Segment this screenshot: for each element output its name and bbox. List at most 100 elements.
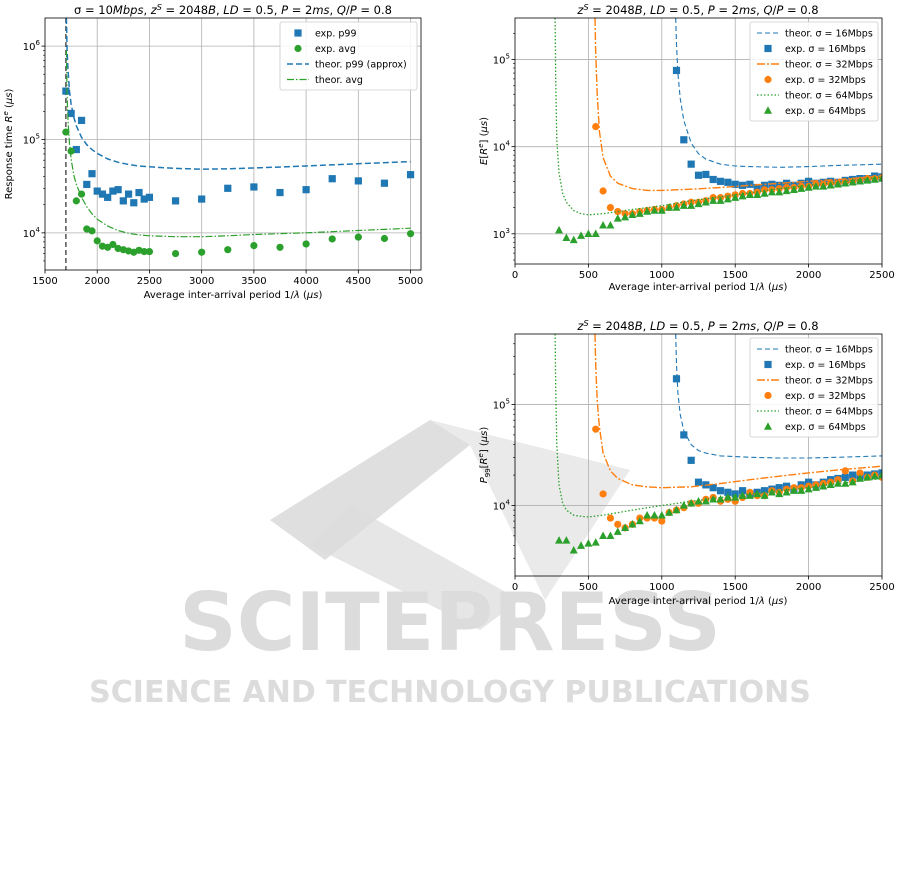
data-point (606, 514, 615, 522)
series-1 (62, 128, 415, 258)
x-tick-label: 1000 (649, 270, 674, 281)
data-point (687, 201, 696, 209)
data-point (62, 87, 70, 95)
data-point (224, 184, 232, 192)
data-point (775, 484, 783, 492)
data-point (606, 203, 615, 212)
chart-title: zS = 2048B, LD = 0.5, P = 2ms, Q/P = 0.8 (576, 319, 818, 333)
data-point (650, 206, 659, 214)
legend-swatch (294, 29, 302, 37)
series-3 (592, 123, 882, 218)
x-tick-label: 2500 (137, 276, 162, 287)
legend-swatch (764, 360, 772, 369)
x-axis-label: Average inter-arrival period 1/λ (μs) (609, 596, 788, 607)
data-point (805, 177, 813, 185)
data-point (731, 193, 740, 201)
plot-frame (514, 17, 883, 265)
data-point (731, 493, 740, 501)
data-point (613, 214, 622, 222)
series-5 (555, 470, 882, 554)
legend-label: exp. σ = 64Mbps (785, 106, 866, 117)
data-point (797, 486, 806, 494)
top-right-chart: zS = 2048B, LD = 0.5, P = 2ms, Q/P = 0.8… (477, 3, 895, 293)
data-point (826, 181, 835, 189)
legend-box (279, 21, 418, 91)
data-point (104, 193, 112, 201)
data-point (833, 179, 842, 188)
y-tick-label: 105 (493, 53, 510, 67)
data-point (380, 234, 389, 243)
data-point (171, 249, 180, 258)
data-point (709, 484, 717, 492)
data-point (606, 531, 615, 540)
data-point (657, 510, 666, 519)
data-point (738, 491, 747, 499)
data-point (723, 493, 732, 501)
data-point (145, 247, 154, 256)
data-point (724, 178, 732, 186)
data-point (592, 123, 600, 131)
data-point (599, 187, 607, 195)
data-point (870, 471, 879, 480)
data-point (694, 199, 703, 208)
data-point (760, 491, 769, 499)
data-point (672, 505, 681, 514)
data-point (584, 229, 593, 237)
data-point (753, 489, 762, 498)
data-point (599, 221, 608, 229)
y-tick-label: 103 (493, 227, 510, 241)
data-point (635, 209, 644, 217)
data-point (592, 425, 600, 433)
data-point (569, 545, 578, 554)
data-point (804, 183, 813, 191)
data-point (738, 191, 747, 200)
data-point (841, 473, 849, 481)
data-point (140, 195, 148, 203)
data-point (731, 180, 739, 188)
y-axis-label: P99[Re] (μs) (477, 427, 492, 484)
data-point (354, 177, 362, 185)
x-tick-label: 2000 (796, 270, 821, 281)
data-point (665, 508, 674, 516)
data-point (687, 456, 695, 464)
data-point (716, 487, 725, 495)
legend-swatch (764, 422, 772, 430)
data-point (77, 116, 86, 125)
data-point (738, 487, 747, 495)
data-point (855, 177, 864, 185)
data-point (88, 170, 96, 178)
data-point (694, 478, 703, 486)
data-point (826, 480, 835, 489)
data-point (569, 235, 578, 244)
legend-swatch (764, 391, 772, 400)
legend-label: theor. σ = 16Mbps (785, 29, 873, 40)
series-line (594, 334, 882, 489)
data-point (302, 186, 310, 194)
data-point (614, 520, 622, 528)
data-point (701, 197, 710, 206)
data-point (62, 128, 70, 136)
data-point (805, 478, 813, 486)
data-point (819, 481, 828, 490)
data-point (88, 227, 96, 235)
legend-label: exp. σ = 32Mbps (785, 391, 866, 402)
data-point (140, 247, 148, 256)
data-point (621, 523, 630, 532)
data-point (841, 467, 849, 475)
x-tick-label: 2000 (796, 582, 821, 593)
x-axis-label: Average inter-arrival period 1/λ (μs) (609, 282, 788, 293)
data-point (584, 539, 593, 547)
data-point (878, 174, 882, 182)
data-point (672, 66, 681, 75)
data-point (687, 499, 696, 507)
y-axis-label: Response time Re (μs) (2, 88, 15, 199)
x-tick-label: 2500 (869, 270, 894, 281)
data-point (650, 510, 659, 519)
data-point (72, 145, 80, 154)
x-tick-label: 0 (512, 270, 518, 281)
data-point (135, 188, 143, 197)
data-point (833, 479, 842, 487)
data-point (577, 231, 586, 239)
legend-swatch (764, 44, 772, 53)
data-point (591, 229, 600, 237)
